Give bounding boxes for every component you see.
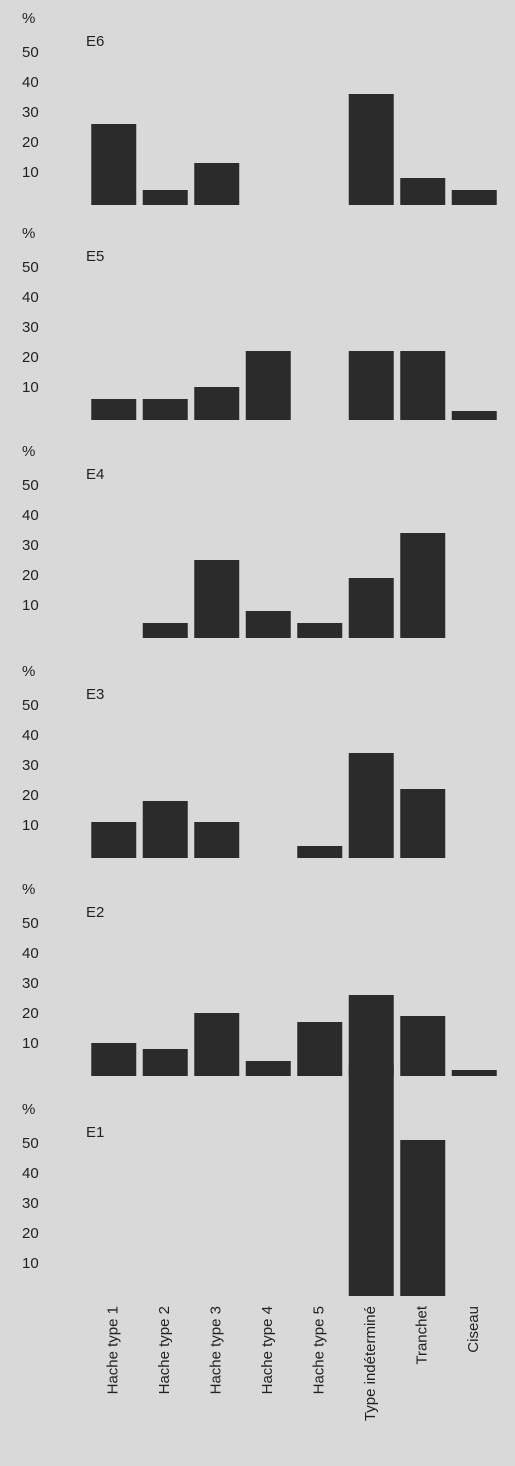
bar <box>91 399 137 420</box>
y-axis-label: % <box>22 881 35 898</box>
y-axis-label: % <box>22 443 35 460</box>
y-tick-label: 20 <box>22 349 39 366</box>
bar <box>142 801 188 858</box>
bar <box>297 1022 343 1076</box>
y-tick-label: 50 <box>22 697 39 714</box>
y-axis-label: % <box>22 1101 35 1118</box>
y-tick-label: 50 <box>22 477 39 494</box>
y-tick-label: 20 <box>22 787 39 804</box>
y-axis-label: % <box>22 663 35 680</box>
y-tick-label: 40 <box>22 507 39 524</box>
y-tick-label: 20 <box>22 1225 39 1242</box>
bar <box>245 611 291 638</box>
bar <box>348 1065 394 1296</box>
y-tick-label: 50 <box>22 259 39 276</box>
y-tick-label: 40 <box>22 74 39 91</box>
y-tick-label: 50 <box>22 915 39 932</box>
bar <box>400 533 446 638</box>
y-axis-label: % <box>22 225 35 242</box>
bar <box>451 190 497 205</box>
y-tick-label: 40 <box>22 1165 39 1182</box>
bar <box>194 560 240 638</box>
chart-title: E1 <box>86 1124 104 1141</box>
bar <box>297 846 343 858</box>
bar <box>194 163 240 205</box>
bar <box>194 822 240 858</box>
x-tick-label: Ciseau <box>465 1306 482 1353</box>
chart-title: E4 <box>86 466 104 483</box>
y-axis-label: % <box>22 10 35 27</box>
bar <box>400 351 446 420</box>
bar <box>245 1061 291 1076</box>
y-tick-label: 10 <box>22 1035 39 1052</box>
bar <box>348 578 394 638</box>
bar <box>194 387 240 420</box>
y-tick-label: 30 <box>22 1195 39 1212</box>
bar <box>142 1049 188 1076</box>
bar <box>348 995 394 1076</box>
bar <box>400 789 446 858</box>
x-tick-label: Hache type 4 <box>259 1306 276 1394</box>
bar <box>400 1016 446 1076</box>
bar <box>245 351 291 420</box>
y-tick-label: 20 <box>22 1005 39 1022</box>
y-tick-label: 30 <box>22 319 39 336</box>
bar <box>400 1140 446 1296</box>
y-tick-label: 30 <box>22 537 39 554</box>
bar <box>91 1043 137 1076</box>
x-tick-label: Tranchet <box>414 1305 431 1364</box>
y-tick-label: 50 <box>22 1135 39 1152</box>
bar <box>348 753 394 858</box>
y-tick-label: 10 <box>22 597 39 614</box>
bar <box>142 190 188 205</box>
bar <box>142 623 188 638</box>
y-tick-label: 50 <box>22 44 39 61</box>
y-tick-label: 10 <box>22 164 39 181</box>
bar <box>451 1070 497 1076</box>
bar <box>348 94 394 205</box>
y-tick-label: 40 <box>22 289 39 306</box>
y-tick-label: 20 <box>22 134 39 151</box>
bar <box>348 351 394 420</box>
y-tick-label: 10 <box>22 1255 39 1272</box>
x-tick-label: Hache type 5 <box>311 1306 328 1394</box>
y-tick-label: 40 <box>22 727 39 744</box>
y-tick-label: 10 <box>22 379 39 396</box>
x-tick-label: Hache type 3 <box>208 1306 225 1394</box>
chart-title: E5 <box>86 248 104 265</box>
bar <box>142 399 188 420</box>
bar <box>194 1013 240 1076</box>
y-tick-label: 30 <box>22 975 39 992</box>
chart-title: E6 <box>86 33 104 50</box>
y-tick-label: 30 <box>22 757 39 774</box>
x-tick-label: Hache type 2 <box>156 1306 173 1394</box>
bar <box>91 822 137 858</box>
bar <box>400 178 446 205</box>
bar <box>91 124 137 205</box>
y-tick-label: 20 <box>22 567 39 584</box>
y-tick-label: 30 <box>22 104 39 121</box>
chart-title: E2 <box>86 904 104 921</box>
y-tick-label: 10 <box>22 817 39 834</box>
bar <box>297 623 343 638</box>
chart-title: E3 <box>86 686 104 703</box>
bar <box>451 411 497 420</box>
x-tick-label: Type indéterminé <box>362 1306 379 1421</box>
y-tick-label: 40 <box>22 945 39 962</box>
x-tick-label: Hache type 1 <box>105 1306 122 1394</box>
